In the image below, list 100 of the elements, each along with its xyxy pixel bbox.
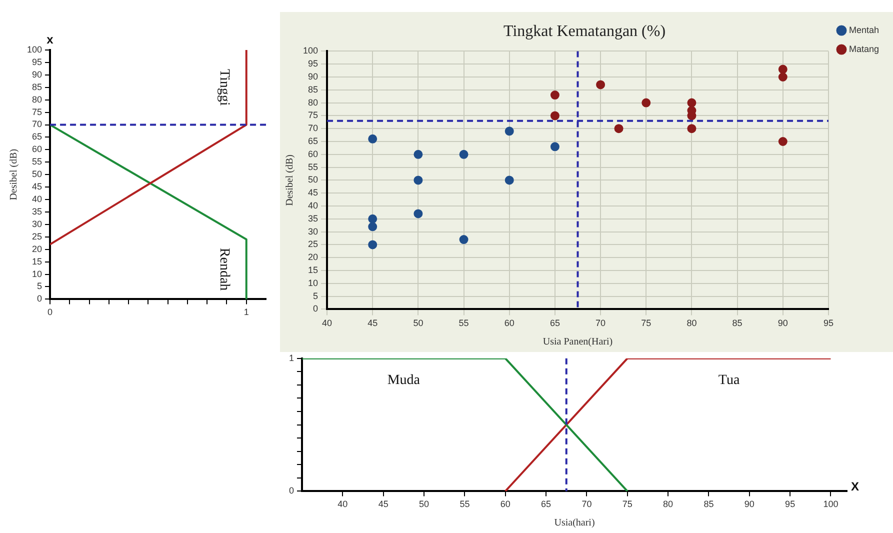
point — [459, 235, 468, 244]
x-tick-label: 90 — [778, 318, 788, 328]
y-tick-label: 35 — [32, 206, 42, 216]
point — [687, 124, 696, 134]
point — [687, 98, 696, 108]
y-tick-label: 80 — [308, 97, 318, 108]
y-axis-title: Desibel (dB) — [284, 154, 296, 206]
point — [414, 209, 423, 218]
y-tick-label: 40 — [32, 194, 42, 204]
x-tick-label: 60 — [504, 318, 514, 328]
y-tick-label: 50 — [32, 169, 42, 180]
text: X — [851, 480, 860, 494]
text: Tinggi — [216, 68, 232, 106]
x-tick-label: 55 — [460, 499, 470, 510]
y-tick-label: 85 — [308, 84, 318, 94]
x-tick-label: 90 — [744, 499, 754, 510]
y-tick-label: 10 — [32, 268, 42, 279]
y-tick-label: 5 — [37, 281, 42, 292]
point — [414, 176, 423, 185]
point — [368, 240, 378, 250]
point — [778, 137, 788, 146]
y-tick-label: 55 — [308, 162, 318, 172]
legend-label: Matang — [848, 44, 880, 54]
y-tick-label: 80 — [32, 94, 42, 104]
y-tick-label: 60 — [308, 148, 318, 159]
x-tick-label: 80 — [663, 499, 674, 510]
series-label: Tua — [718, 373, 740, 388]
text: Rendah — [216, 248, 232, 291]
y-tick-label: 75 — [32, 106, 42, 117]
y-tick-label: 5 — [313, 290, 318, 301]
y-tick-label: 45 — [32, 182, 42, 192]
point — [368, 214, 378, 224]
x-tick-label: 40 — [338, 499, 348, 510]
x-tick-label: 55 — [458, 318, 469, 328]
x-tick-label: 65 — [541, 499, 552, 510]
x-tick-label: 95 — [823, 318, 834, 328]
x-tick-label: 85 — [704, 499, 714, 510]
y-tick-label: 95 — [32, 56, 42, 67]
x-tick-label: 50 — [413, 318, 424, 328]
x-tick-label: 50 — [419, 499, 430, 510]
y-tick-label: 45 — [308, 188, 318, 198]
x-tick-label: 60 — [500, 499, 510, 510]
point — [778, 64, 788, 74]
y-tick-label: 15 — [32, 256, 42, 266]
y-tick-label: 0 — [37, 294, 42, 304]
y-tick-label: 95 — [308, 58, 318, 69]
x-axis-title: Usia(hari) — [554, 518, 595, 529]
y-tick-label: 30 — [308, 226, 318, 236]
x-tick-label: 70 — [596, 318, 606, 328]
y-tick-label: 25 — [308, 239, 318, 250]
y-tick-label: 25 — [32, 231, 42, 242]
point — [642, 98, 651, 108]
point — [459, 150, 468, 159]
point — [504, 126, 514, 136]
chart-title: Tingkat Kematangan (%) — [503, 22, 666, 40]
y-tick-label: 90 — [32, 69, 42, 80]
x-tick-label: 45 — [368, 318, 378, 328]
x-tick-label: 100 — [823, 499, 838, 510]
x-tick-label: 70 — [582, 499, 592, 510]
y-tick-label: 20 — [32, 244, 42, 254]
x-tick-label: 40 — [322, 318, 332, 328]
point — [414, 150, 423, 159]
point — [614, 124, 624, 134]
x-tick-label: 45 — [378, 499, 388, 510]
x-axis-title: Usia Panen(Hari) — [542, 336, 613, 348]
y-tick-label: 90 — [308, 71, 318, 82]
point — [368, 134, 378, 144]
point — [550, 90, 560, 100]
y-tick-label: 60 — [32, 144, 42, 154]
y-axis-title: Desibel (dB) — [8, 148, 20, 200]
y-tick-label: 100 — [26, 44, 42, 54]
x-tick-label: 95 — [785, 499, 796, 510]
y-tick-label: 85 — [32, 82, 42, 92]
legend-label: Mentah — [848, 24, 880, 35]
y-tick-label: 75 — [308, 110, 318, 120]
y-tick-label: 10 — [308, 278, 318, 288]
point — [368, 222, 378, 232]
y-tick-label: 55 — [32, 156, 42, 167]
y-tick-label: 65 — [32, 132, 42, 142]
y-tick-label: 100 — [302, 46, 318, 56]
point — [778, 72, 788, 82]
x-tick-label: 75 — [641, 318, 652, 328]
y-tick-label: 20 — [308, 252, 318, 262]
y-tick-label: 50 — [308, 174, 318, 185]
y-tick-label: 40 — [308, 200, 318, 210]
y-tick-label: 70 — [32, 119, 42, 130]
x-tick-label: 85 — [732, 318, 742, 328]
point — [504, 176, 514, 185]
point — [596, 80, 606, 90]
text: x — [46, 32, 54, 46]
y-tick-label: 35 — [308, 213, 318, 224]
x-tick-label: 75 — [622, 499, 632, 510]
x-tick-label: 65 — [550, 318, 560, 328]
series-label: Muda — [387, 373, 421, 388]
y-tick-label: 15 — [308, 264, 318, 275]
point — [550, 111, 560, 120]
x-tick-label: 80 — [686, 318, 697, 328]
y-tick-label: 65 — [308, 136, 318, 146]
point — [550, 142, 560, 152]
y-tick-label: 30 — [32, 218, 42, 229]
